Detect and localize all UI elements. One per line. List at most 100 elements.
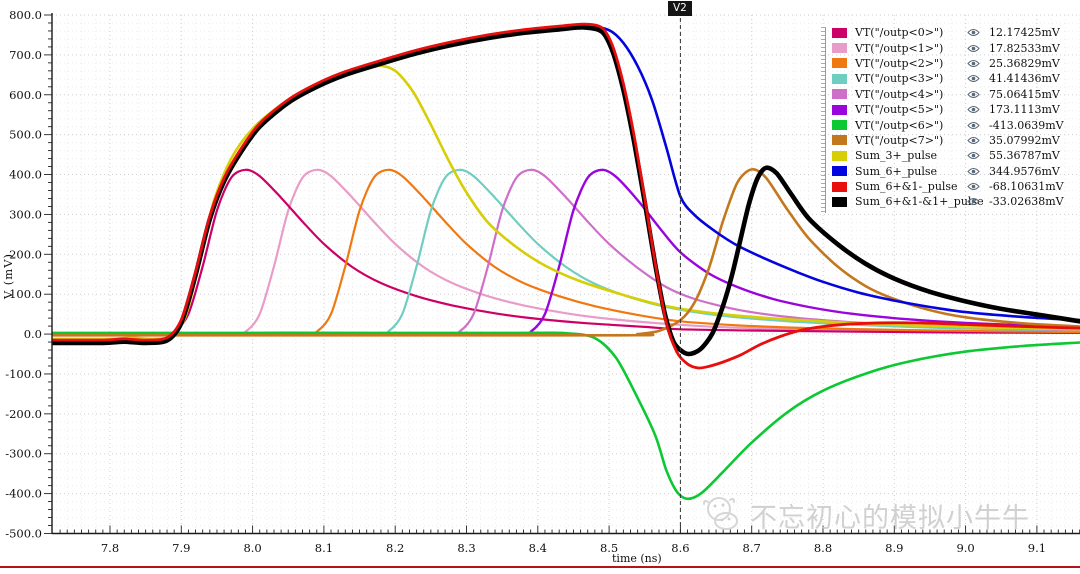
trace-vt-outp<0>-[interactable] (52, 168, 1080, 336)
svg-text:-300.0: -300.0 (5, 447, 42, 461)
svg-text:9.1: 9.1 (1028, 541, 1046, 555)
trace-name: VT("/outp<2>") (855, 56, 944, 70)
visibility-eye-icon[interactable] (967, 44, 989, 53)
trace-color-swatch[interactable] (832, 43, 847, 54)
visibility-eye-icon[interactable] (967, 28, 989, 37)
cursor-value: 35.07992mV (989, 133, 1060, 147)
legend-row[interactable]: VT("/outp<5>") 173.1113mV (832, 102, 1064, 117)
trace-color-swatch[interactable] (832, 89, 847, 100)
cursor-value: 17.82533mV (989, 41, 1060, 55)
svg-text:8.0: 8.0 (243, 541, 261, 555)
svg-text:300.0: 300.0 (9, 207, 42, 221)
cursor-value: 25.36829mV (989, 56, 1060, 70)
svg-text:8.4: 8.4 (529, 541, 547, 555)
svg-text:500.0: 500.0 (9, 128, 42, 142)
trace-color-swatch[interactable] (832, 166, 847, 177)
axis-tick-labels: 7.8 7.9 8.0 8.1 8.2 8.3 8.4 8.5 8.6 8.7 8.8 8.9 9.0 9… (5, 8, 1046, 555)
trace-name: VT("/outp<7>") (855, 133, 944, 147)
x-axis-title: time (ns) (612, 552, 662, 565)
cursor-value: 41.41436mV (989, 72, 1060, 86)
trace-color-swatch[interactable] (832, 120, 847, 131)
legend-row[interactable]: Sum_3+_pulse 55.36787mV (832, 148, 1064, 163)
legend-row[interactable]: VT("/outp<4>") 75.06415mV (832, 87, 1064, 102)
cursor-value: -33.02638mV (989, 195, 1064, 209)
svg-text:8.2: 8.2 (386, 541, 404, 555)
svg-text:100.0: 100.0 (9, 287, 42, 301)
legend-row[interactable]: VT("/outp<1>") 17.82533mV (832, 40, 1064, 55)
trace-color-swatch[interactable] (832, 58, 847, 69)
legend-row[interactable]: VT("/outp<2>") 25.36829mV (832, 56, 1064, 71)
svg-text:400.0: 400.0 (9, 168, 42, 182)
svg-text:200.0: 200.0 (9, 247, 42, 261)
visibility-eye-icon[interactable] (967, 59, 989, 68)
visibility-eye-icon[interactable] (967, 105, 989, 114)
svg-text:8.9: 8.9 (885, 541, 903, 555)
trace-name: VT("/outp<1>") (855, 41, 944, 55)
trace-vt-outp<3>-[interactable] (52, 168, 1080, 336)
cursor-value: -413.0639mV (989, 118, 1064, 132)
cursor-value: 344.9576mV (989, 164, 1060, 178)
svg-text:800.0: 800.0 (9, 8, 42, 22)
trace-color-swatch[interactable] (832, 27, 847, 38)
svg-text:-400.0: -400.0 (5, 487, 42, 501)
svg-text:8.1: 8.1 (315, 541, 333, 555)
trace-vt-outp<2>-[interactable] (52, 168, 1080, 336)
visibility-eye-icon[interactable] (967, 197, 989, 206)
cursor-value: -68.10631mV (989, 180, 1064, 194)
visibility-eye-icon[interactable] (967, 121, 989, 130)
trace-color-swatch[interactable] (832, 73, 847, 84)
visibility-eye-icon[interactable] (967, 74, 989, 83)
visibility-eye-icon[interactable] (967, 136, 989, 145)
trace-color-swatch[interactable] (832, 150, 847, 161)
visibility-eye-icon[interactable] (967, 151, 989, 160)
visibility-eye-icon[interactable] (967, 167, 989, 176)
legend-row[interactable]: VT("/outp<7>") 35.07992mV (832, 133, 1064, 148)
legend-row[interactable]: Sum_6+&1-&1+_pulse -33.02638mV (832, 194, 1064, 209)
legend-row[interactable]: VT("/outp<0>") 12.17425mV (832, 25, 1064, 40)
visibility-eye-icon[interactable] (967, 182, 989, 191)
cursor-value: 173.1113mV (989, 103, 1060, 117)
legend-row[interactable]: VT("/outp<3>") 41.41436mV (832, 71, 1064, 86)
svg-text:600.0: 600.0 (9, 88, 42, 102)
svg-text:8.3: 8.3 (457, 541, 475, 555)
svg-text:8.8: 8.8 (814, 541, 832, 555)
trace-name: VT("/outp<5>") (855, 103, 944, 117)
legend-ruler (821, 27, 826, 213)
legend-row[interactable]: Sum_6+&1-_pulse -68.10631mV (832, 179, 1064, 194)
trace-name: Sum_6+_pulse (855, 164, 938, 178)
trace-name: VT("/outp<3>") (855, 72, 944, 86)
trace-color-swatch[interactable] (832, 135, 847, 146)
axis-ticks (44, 14, 1080, 534)
trace-name: Sum_6+&1-&1+_pulse (855, 195, 984, 209)
trace-vt-outp<1>-[interactable] (52, 168, 1080, 336)
visibility-eye-icon[interactable] (967, 90, 989, 99)
trace-color-swatch[interactable] (832, 181, 847, 192)
legend-row[interactable]: VT("/outp<6>") -413.0639mV (832, 117, 1064, 132)
svg-text:700.0: 700.0 (9, 48, 42, 62)
trace-name: Sum_6+&1-_pulse (855, 180, 958, 194)
svg-text:7.9: 7.9 (172, 541, 190, 555)
svg-text:0.0: 0.0 (24, 327, 42, 341)
svg-text:8.5: 8.5 (600, 541, 618, 555)
grid-minor (52, 15, 1080, 533)
cursor-value: 75.06415mV (989, 87, 1060, 101)
bottom-divider (0, 566, 1080, 568)
trace-vt-outp<6>-[interactable] (52, 331, 1080, 501)
legend: VT("/outp<0>") 12.17425mV VT("/outp<1>") 17… (821, 25, 1064, 213)
trace-name: VT("/outp<4>") (855, 87, 944, 101)
svg-text:-500.0: -500.0 (5, 527, 42, 541)
cursor-label[interactable]: V2 (668, 1, 692, 16)
trace-name: Sum_3+_pulse (855, 149, 938, 163)
trace-color-swatch[interactable] (832, 196, 847, 207)
svg-text:8.6: 8.6 (671, 541, 689, 555)
trace-sum-6-1-pulse[interactable] (52, 22, 1080, 370)
trace-name: VT("/outp<6>") (855, 118, 944, 132)
legend-row[interactable]: Sum_6+_pulse 344.9576mV (832, 164, 1064, 179)
trace-color-swatch[interactable] (832, 104, 847, 115)
cursor-value: 55.36787mV (989, 149, 1060, 163)
svg-text:-100.0: -100.0 (5, 367, 42, 381)
svg-text:-200.0: -200.0 (5, 407, 42, 421)
y-axis-title: V (mV) (1, 253, 15, 300)
